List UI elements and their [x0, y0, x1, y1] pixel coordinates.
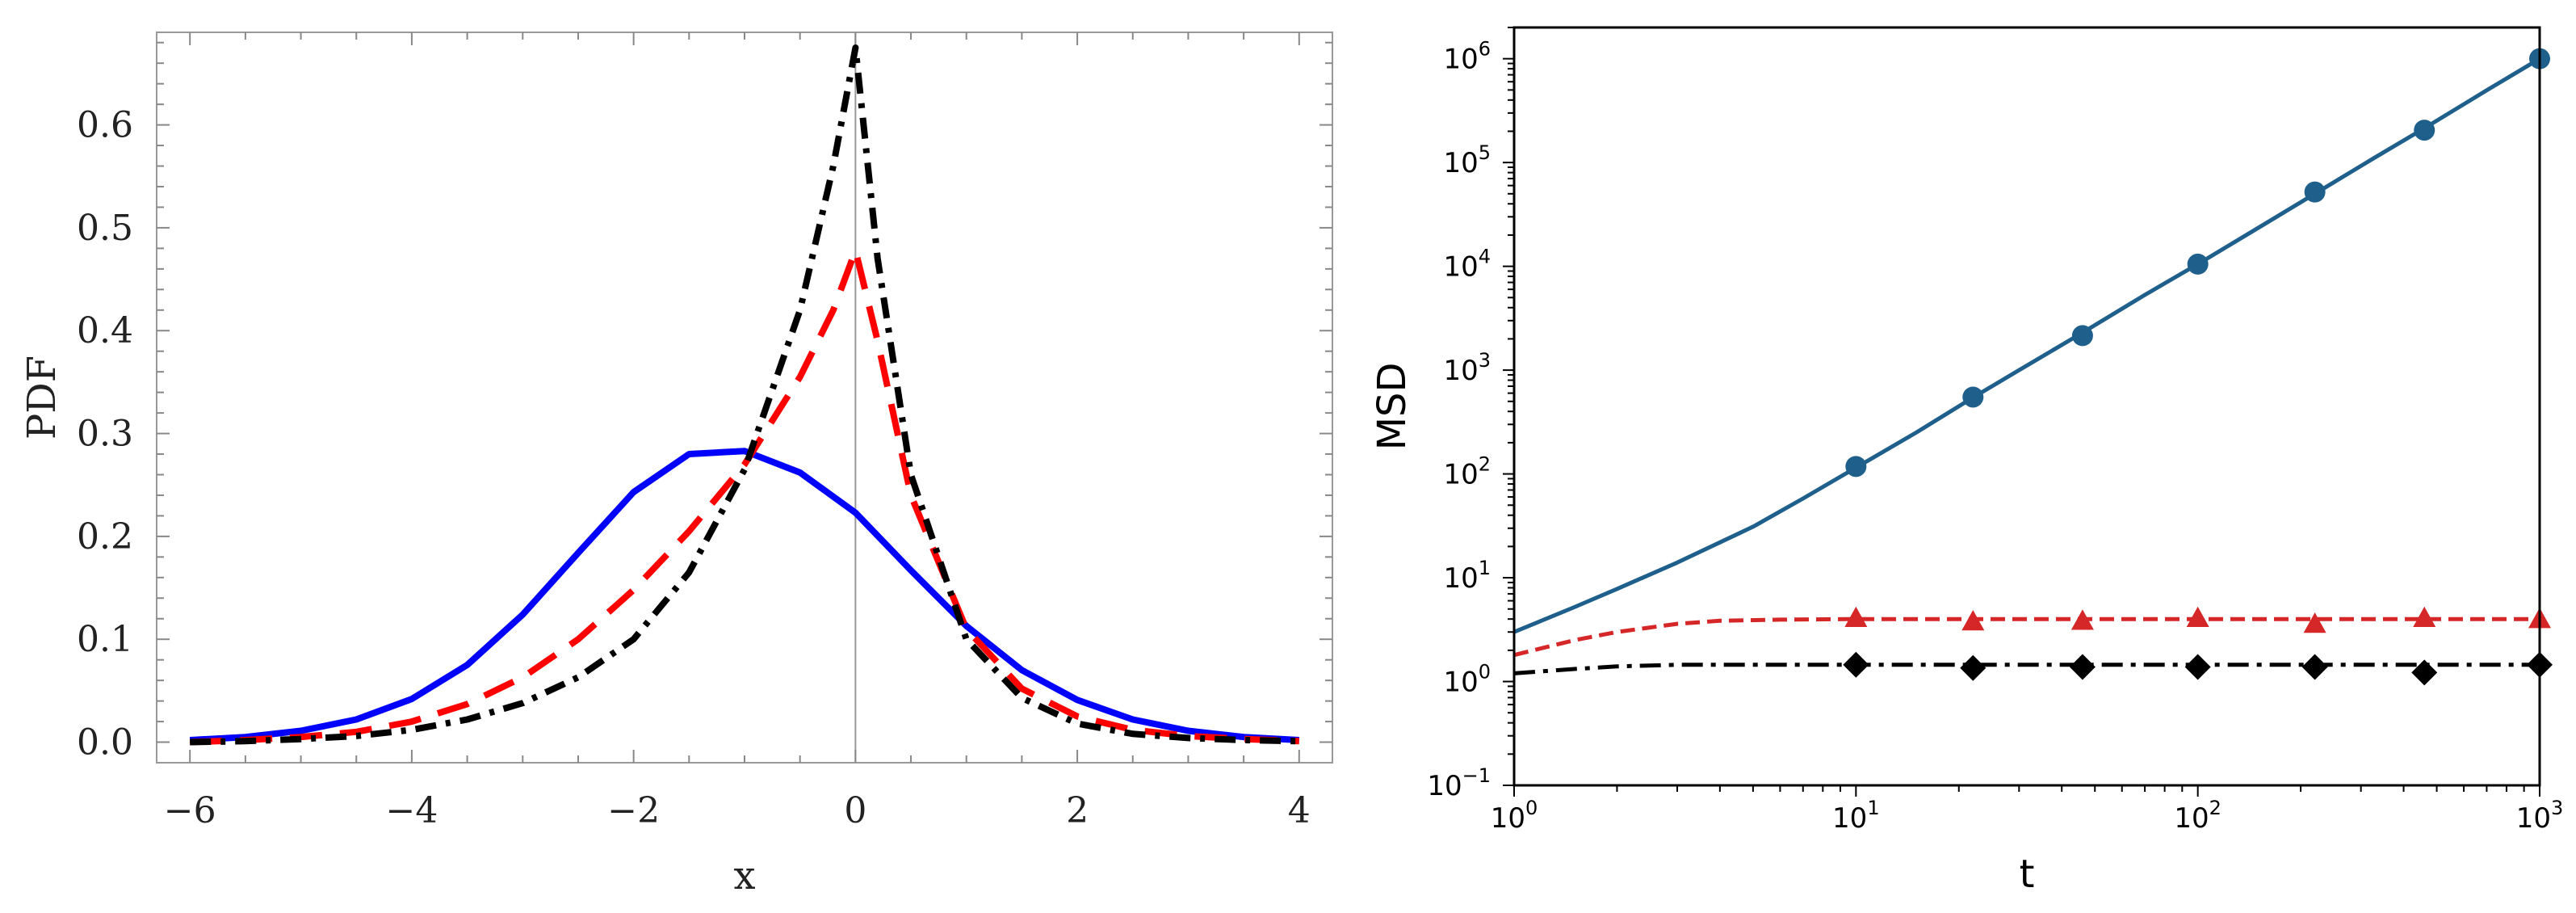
- msd-marker-circle: [2187, 253, 2209, 275]
- msd-marker-diamond: [2069, 654, 2096, 680]
- msd-marker-triangle: [2070, 609, 2094, 630]
- msd-y-tick-label: 100: [1443, 661, 1491, 699]
- msd-series-line-2: [1513, 616, 2540, 658]
- pdf-x-tick-label: 0: [844, 790, 866, 831]
- pdf-y-tick-label: 0.4: [77, 310, 133, 351]
- msd-marker-triangle: [2303, 612, 2326, 633]
- pdf-y-tick-label: 0.3: [77, 414, 133, 455]
- msd-x-tick-label: 100: [1491, 797, 1538, 835]
- msd-marker-diamond: [2411, 659, 2438, 686]
- msd-x-tick-label: 101: [1832, 797, 1880, 835]
- msd-marker-triangle: [2186, 606, 2209, 627]
- msd-marker-circle: [2071, 325, 2093, 347]
- pdf-x-tick-label: 2: [1066, 790, 1089, 831]
- msd-y-tick-label: 104: [1443, 246, 1491, 284]
- msd-x-tick-label: 103: [2516, 797, 2564, 835]
- msd-y-tick-label: 106: [1443, 38, 1491, 76]
- msd-marker-triangle: [1844, 606, 1868, 627]
- pdf-x-tick-label: −4: [385, 790, 438, 831]
- msd-plot-frame: [1512, 26, 2541, 787]
- msd-marker-diamond: [1843, 651, 1869, 678]
- msd-marker-triangle: [2413, 606, 2436, 627]
- pdf-plot-frame: [156, 32, 1333, 764]
- msd-marker-triangle: [1961, 610, 1985, 631]
- msd-marker-circle: [1962, 386, 1984, 408]
- pdf-chart: −6 −4 −2 0 2 4 0.0 0.1 0.2 0.3 0.4 0.5 0.6 x PDF: [19, 32, 1333, 898]
- msd-marker-diamond: [1960, 654, 1987, 681]
- pdf-x-axis-label: x: [733, 853, 755, 898]
- pdf-x-tick-label: −2: [607, 790, 660, 831]
- msd-marker-diamond: [2184, 654, 2211, 680]
- msd-marker-circle: [2414, 120, 2435, 141]
- msd-series-line-4: [1513, 663, 2540, 675]
- pdf-y-tick-label: 0.6: [77, 105, 133, 146]
- msd-chart: 100 101 102 10310−1100101102103104105106tMS…: [1370, 26, 2564, 897]
- pdf-y-tick-label: 0.1: [77, 619, 133, 660]
- pdf-x-tick-label: 4: [1288, 790, 1311, 831]
- pdf-y-tick-label: 0.0: [77, 722, 133, 764]
- msd-x-tick-label: 102: [2174, 797, 2221, 835]
- msd-series-line-0: [1513, 57, 2541, 634]
- pdf-x-tick-label: −6: [164, 790, 216, 831]
- msd-y-tick-label: 103: [1443, 349, 1491, 387]
- pdf-series-line-0: [189, 448, 1300, 743]
- msd-y-tick-label: 10−1: [1427, 764, 1491, 802]
- pdf-y-tick-label: 0.2: [77, 516, 133, 557]
- msd-y-tick-label: 105: [1443, 141, 1491, 179]
- pdf-series-line-1: [190, 246, 1299, 746]
- pdf-y-axis-label: PDF: [19, 356, 65, 440]
- msd-y-tick-label: 102: [1443, 453, 1491, 491]
- msd-x-axis-label: t: [2020, 852, 2035, 897]
- msd-marker-circle: [1845, 456, 1867, 478]
- msd-marker-circle: [2304, 181, 2326, 203]
- pdf-series-line-2: [190, 44, 1299, 746]
- pdf-y-tick-label: 0.5: [77, 208, 133, 249]
- msd-y-tick-label: 101: [1443, 557, 1491, 595]
- msd-y-axis-label: MSD: [1370, 363, 1415, 451]
- msd-marker-diamond: [2301, 654, 2328, 680]
